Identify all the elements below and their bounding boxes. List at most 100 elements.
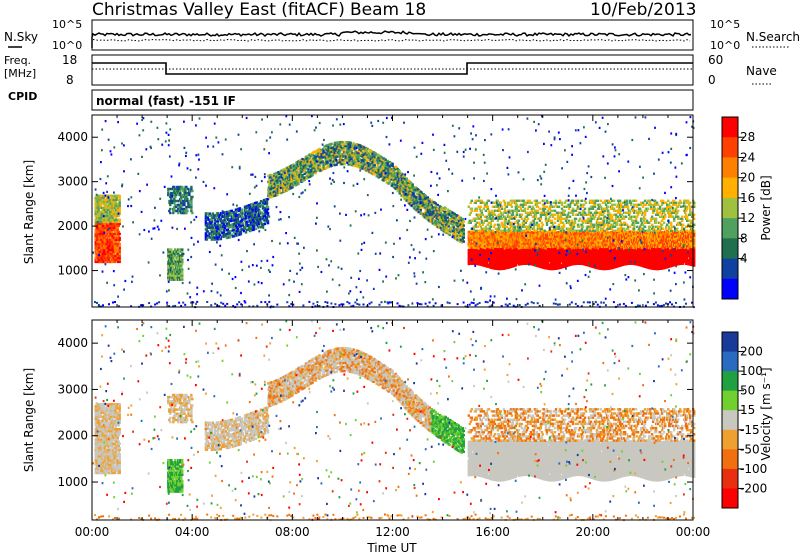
- power-cell: [171, 260, 174, 263]
- power-cell: [111, 260, 114, 264]
- power-cell: [167, 264, 170, 267]
- power-cell: [99, 228, 102, 232]
- power-cell: [349, 141, 352, 144]
- power-cell: [112, 252, 115, 256]
- power-cell: [181, 262, 184, 265]
- power-cell: [191, 189, 194, 193]
- power-cell: [117, 234, 120, 238]
- power-cell: [186, 193, 189, 197]
- power-cell: [118, 196, 121, 200]
- power-cell: [167, 191, 170, 195]
- power-cell: [211, 212, 215, 215]
- power-cell: [111, 216, 114, 220]
- power-cell: [462, 240, 465, 243]
- power-heatmap: [92, 115, 696, 309]
- power-cell: [181, 248, 184, 251]
- power-cell: [117, 230, 120, 234]
- power-cell: [180, 256, 183, 259]
- power-cell: [219, 217, 223, 221]
- power-cell: [190, 201, 193, 205]
- power-cell: [118, 220, 121, 224]
- power-cell: [108, 222, 111, 226]
- power-cell: [103, 258, 106, 262]
- power-cell: [118, 232, 121, 236]
- power-cell: [169, 211, 172, 215]
- power-cell: [254, 227, 258, 230]
- power-cell: [352, 142, 355, 145]
- power-cell: [219, 227, 223, 231]
- power-cell: [211, 234, 215, 237]
- nsearch-tick-bottom: 10^0: [710, 39, 740, 52]
- power-cell: [107, 258, 110, 262]
- power-cell: [185, 205, 188, 209]
- power-cell: [109, 206, 112, 210]
- power-cell: [97, 240, 100, 244]
- nsky-tick-top: 10^5: [52, 18, 82, 31]
- power-cell: [111, 224, 114, 228]
- power-cell: [217, 230, 221, 233]
- power-cell: [102, 232, 105, 236]
- power-cell: [114, 250, 117, 254]
- power-cell: [110, 222, 113, 226]
- nave-tick-top: 60: [708, 53, 723, 67]
- power-cell: [116, 260, 119, 264]
- power-cell: [219, 237, 223, 241]
- power-cell: [183, 201, 186, 205]
- power-cell: [186, 209, 189, 213]
- power-cell: [461, 217, 464, 221]
- power-cell: [190, 203, 193, 207]
- power-cell: [183, 207, 186, 211]
- power-cell: [180, 195, 183, 199]
- power-cell: [204, 214, 208, 217]
- power-cell: [241, 222, 245, 225]
- power-cell: [118, 242, 121, 246]
- power-cell: [107, 248, 110, 252]
- power-cell: [111, 254, 114, 258]
- power-cell: [216, 222, 220, 225]
- cpid-panel: CPID normal (fast) -151 IF: [8, 89, 694, 111]
- power-cell: [118, 198, 121, 202]
- power-cell: [117, 224, 120, 228]
- power-cell: [105, 248, 108, 252]
- power-cell: [115, 198, 118, 202]
- power-cell: [116, 258, 119, 262]
- nsky-frame: [91, 19, 694, 51]
- power-cell: [330, 142, 333, 146]
- power-cell: [105, 196, 108, 200]
- power-cell: [118, 210, 121, 214]
- power-cell: [190, 197, 193, 201]
- power-cell: [398, 170, 401, 173]
- power-cell: [118, 236, 121, 240]
- power-cell: [187, 203, 190, 207]
- power-cell: [171, 250, 174, 253]
- power-cell: [174, 268, 177, 271]
- power-cell: [118, 258, 121, 262]
- power-cell: [412, 192, 415, 195]
- power-cell: [113, 214, 116, 218]
- power-cell: [266, 211, 270, 215]
- power-cell: [169, 201, 172, 205]
- power-cell: [100, 202, 103, 206]
- power-cell: [213, 222, 217, 225]
- power-cell: [179, 191, 182, 195]
- power-cell: [117, 214, 120, 218]
- power-cell: [213, 218, 217, 221]
- power-cell: [185, 195, 188, 199]
- power-cell: [118, 194, 121, 198]
- power-cell: [174, 254, 177, 257]
- power-cell: [181, 185, 184, 189]
- power-cell: [97, 212, 100, 216]
- power-cell: [214, 232, 218, 235]
- power-cell: [462, 220, 465, 223]
- power-cell: [107, 206, 110, 210]
- power-cell: [207, 222, 211, 225]
- power-cell: [176, 209, 179, 213]
- power-cell: [174, 274, 177, 277]
- power-cell: [186, 199, 189, 203]
- power-cell: [217, 236, 221, 239]
- power-cell: [114, 200, 117, 204]
- power-cell: [216, 212, 220, 215]
- power-cell: [178, 205, 181, 209]
- power-cell: [174, 203, 177, 207]
- power-cell: [205, 228, 209, 231]
